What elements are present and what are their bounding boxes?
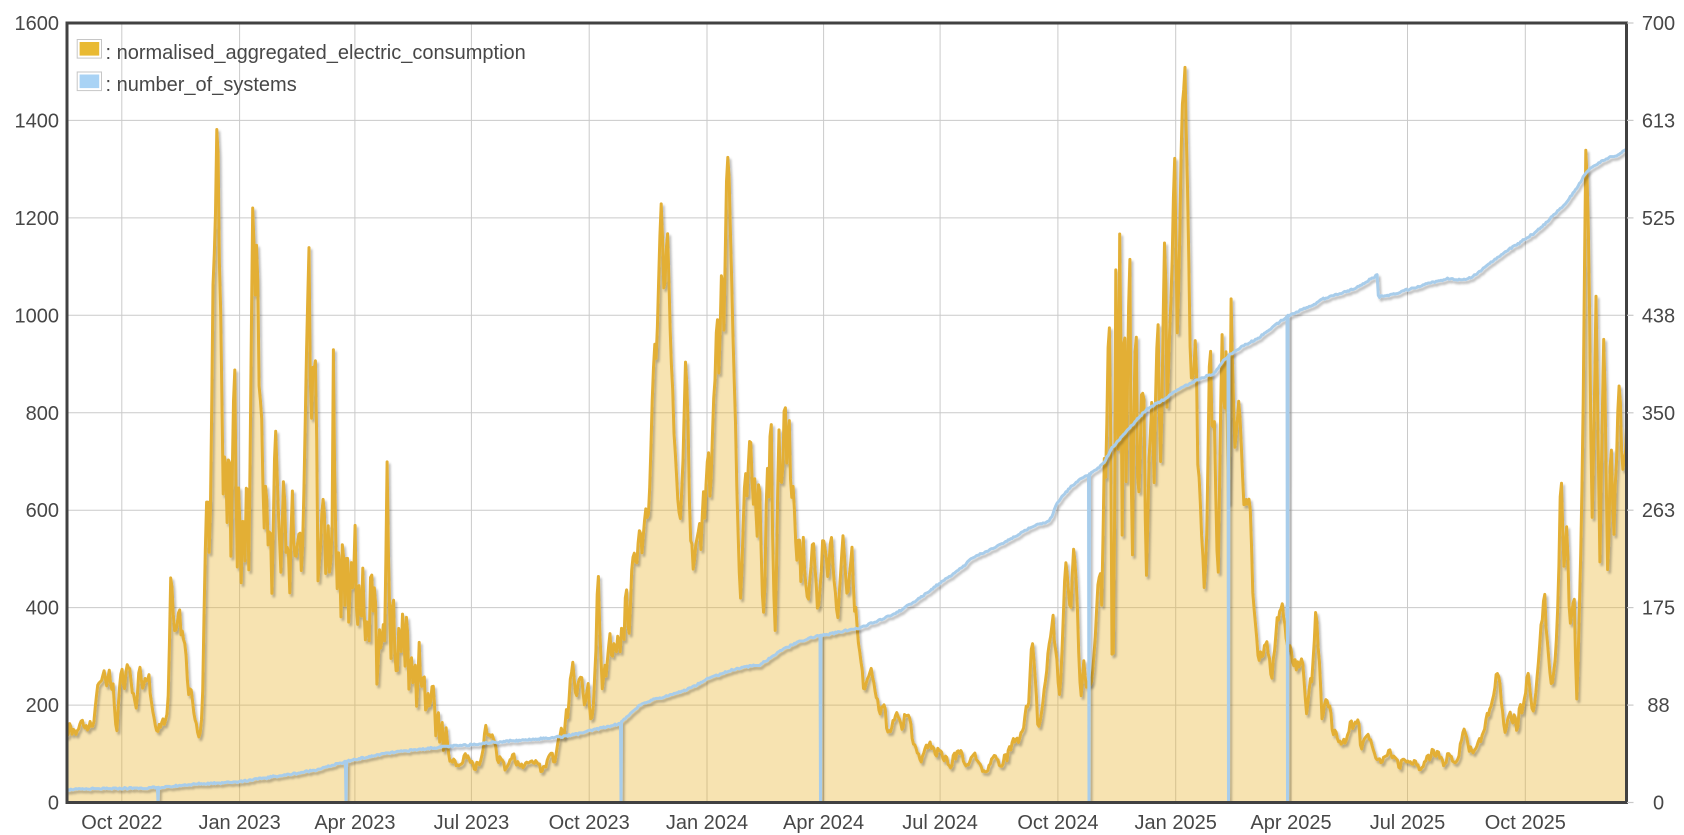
svg-text:Apr 2025: Apr 2025 [1250, 812, 1331, 834]
svg-text:Jan 2025: Jan 2025 [1135, 812, 1217, 834]
svg-text:263: 263 [1642, 500, 1675, 522]
svg-text:1400: 1400 [15, 110, 60, 132]
svg-text:Oct 2025: Oct 2025 [1485, 812, 1566, 834]
svg-text:Apr 2023: Apr 2023 [314, 812, 395, 834]
svg-text:1600: 1600 [15, 13, 60, 35]
svg-text:Jul 2023: Jul 2023 [434, 812, 510, 834]
svg-text:Jan 2024: Jan 2024 [666, 812, 748, 834]
svg-text:0: 0 [1653, 793, 1664, 815]
svg-text:200: 200 [26, 695, 59, 717]
svg-text:525: 525 [1642, 208, 1675, 230]
svg-text:1000: 1000 [15, 305, 60, 327]
svg-text:800: 800 [26, 403, 59, 425]
svg-text:1200: 1200 [15, 208, 60, 230]
svg-text:: number_of_systems: : number_of_systems [106, 74, 297, 96]
svg-text:175: 175 [1642, 598, 1675, 620]
svg-text:600: 600 [26, 500, 59, 522]
svg-text:Apr 2024: Apr 2024 [783, 812, 864, 834]
svg-text:Jul 2024: Jul 2024 [902, 812, 978, 834]
svg-text:Oct 2022: Oct 2022 [81, 812, 162, 834]
svg-text:400: 400 [26, 598, 59, 620]
svg-text:700: 700 [1642, 13, 1675, 35]
svg-text:Jul 2025: Jul 2025 [1370, 812, 1446, 834]
svg-text:Jan 2023: Jan 2023 [198, 812, 280, 834]
svg-text:350: 350 [1642, 403, 1675, 425]
svg-text:88: 88 [1647, 695, 1669, 717]
svg-text:Oct 2023: Oct 2023 [549, 812, 630, 834]
svg-text:438: 438 [1642, 305, 1675, 327]
svg-text:613: 613 [1642, 110, 1675, 132]
svg-text:: normalised_aggregated_electr: : normalised_aggregated_electric_consump… [106, 42, 526, 64]
svg-text:0: 0 [48, 793, 59, 815]
svg-text:Oct 2024: Oct 2024 [1017, 812, 1098, 834]
